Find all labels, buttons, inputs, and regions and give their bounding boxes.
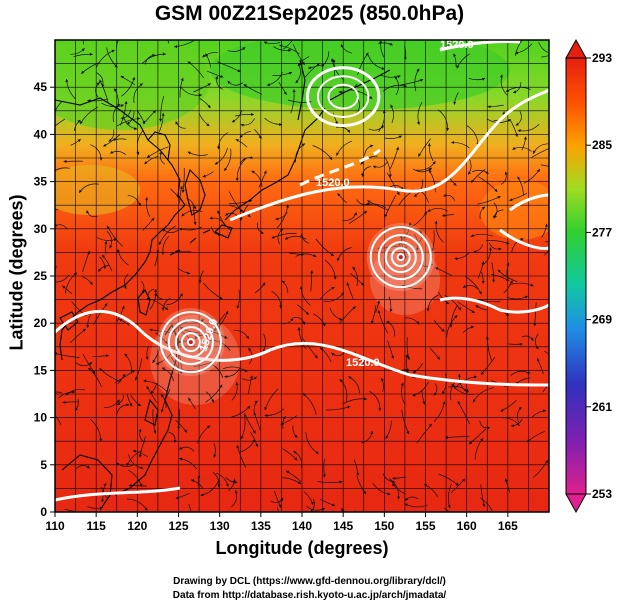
y-ticks: 0 5 10 15 20 25 30 35 40 45 <box>34 80 55 519</box>
y-tick-label: 10 <box>34 411 48 425</box>
colorbar-tick-label: 277 <box>592 225 612 239</box>
credit-dcl: Drawing by DCL (https://www.gfd-dennou.o… <box>173 576 446 587</box>
y-tick-label: 30 <box>34 222 48 236</box>
colorbar-tick-label: 253 <box>592 487 612 501</box>
y-tick-label: 35 <box>34 175 48 189</box>
colorbar: 293 285 277 269 261 253 <box>565 38 612 514</box>
colorbar-tick-label: 261 <box>592 400 612 414</box>
y-tick-label: 20 <box>34 316 48 330</box>
y-tick-label: 25 <box>34 269 48 283</box>
colorbar-fill <box>565 57 587 495</box>
x-tick-label: 130 <box>210 519 230 533</box>
x-tick-label: 115 <box>86 519 106 533</box>
x-tick-label: 150 <box>374 519 394 533</box>
x-tick-label: 135 <box>251 519 271 533</box>
colorbar-tick-label: 293 <box>592 51 612 65</box>
x-tick-label: 145 <box>333 519 353 533</box>
x-tick-label: 165 <box>498 519 518 533</box>
contour-label: 1520.0 <box>440 39 474 51</box>
geopotential-contours <box>55 40 549 502</box>
colorbar-tick-label: 269 <box>592 313 612 327</box>
x-tick-label: 140 <box>292 519 312 533</box>
x-tick-label: 160 <box>457 519 477 533</box>
x-tick-label: 125 <box>168 519 188 533</box>
colorbar-top-arrow <box>565 38 587 59</box>
chart-title: GSM 00Z21Sep2025 (850.0hPa) <box>154 2 465 25</box>
contour-label: 1520.0 <box>346 357 380 369</box>
contour-label: 1520.0 <box>316 177 350 189</box>
y-tick-label: 40 <box>34 127 48 141</box>
x-tick-label: 120 <box>127 519 147 533</box>
colorbar-tick-label: 285 <box>592 138 612 152</box>
y-tick-label: 0 <box>40 505 47 519</box>
low-pressure-center <box>305 66 381 128</box>
typhoon-center <box>366 223 435 292</box>
coastline <box>55 59 391 511</box>
x-axis-label: Longitude (degrees) <box>215 538 389 558</box>
y-axis-label: Latitude (degrees) <box>6 194 27 351</box>
typhoon-center <box>156 308 225 377</box>
x-tick-label: 155 <box>415 519 435 533</box>
lat-lon-grid <box>55 40 549 512</box>
colorbar-bottom-arrow <box>565 493 587 514</box>
x-ticks: 110 115 120 125 130 135 140 145 150 155 160 165 <box>45 512 518 533</box>
credit-data-source: Data from http://database.rish.kyoto-u.a… <box>172 590 447 601</box>
x-tick-label: 110 <box>45 519 65 533</box>
y-tick-label: 45 <box>34 80 48 94</box>
typhoon-centers <box>156 223 435 377</box>
y-tick-label: 5 <box>40 458 47 472</box>
y-tick-label: 15 <box>34 363 48 377</box>
